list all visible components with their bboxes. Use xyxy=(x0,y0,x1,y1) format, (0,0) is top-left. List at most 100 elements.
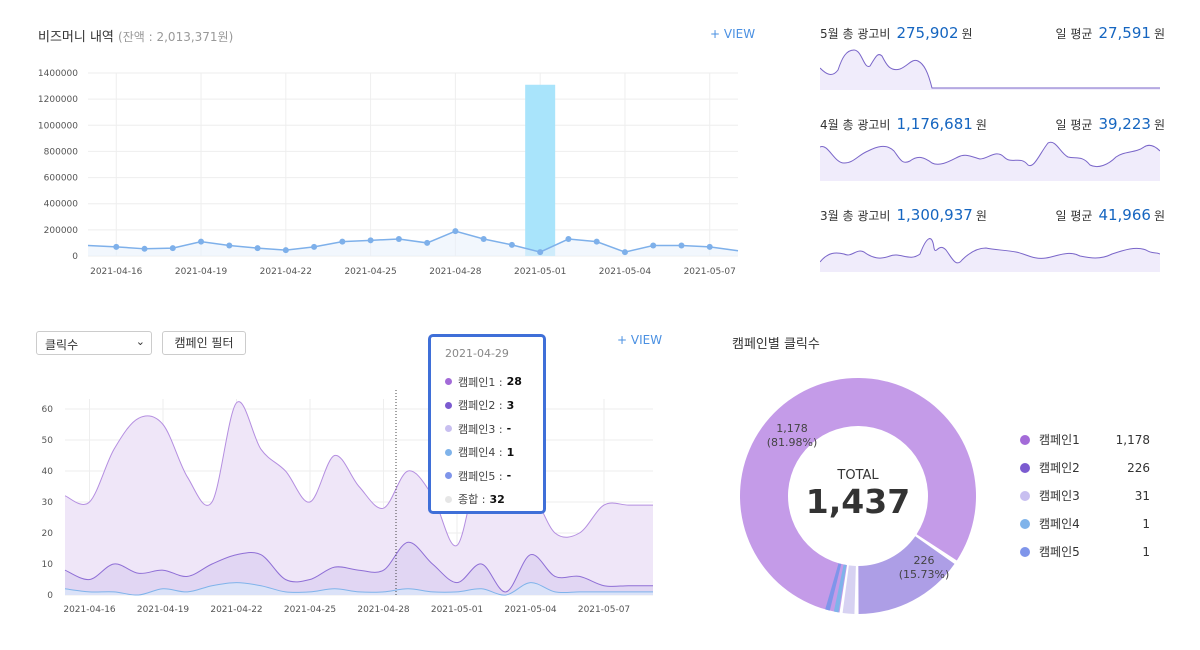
data-point xyxy=(141,245,148,252)
bizmoney-chart: 0 200000 400000 600000 800000 1000000 1200000 1… xyxy=(38,69,739,277)
donut-slice xyxy=(825,563,842,611)
bizmoney-title-text: 비즈머니 내역 xyxy=(38,30,114,45)
y-tick-label: 200000 xyxy=(44,226,79,236)
sparkline-may-area xyxy=(820,50,1160,90)
donut-label-campaign1: 1,178 (81.98%) xyxy=(760,422,824,450)
tooltip-series-name: 캠페인1 : xyxy=(458,375,503,389)
sparkline-april-line xyxy=(820,141,1160,168)
month-unit: 원 xyxy=(975,118,987,132)
y-tick-label: 10 xyxy=(42,560,54,570)
y-tick-label: 1200000 xyxy=(38,95,78,105)
tooltip-series-value: - xyxy=(506,469,512,483)
x-tick-label: 2021-05-07 xyxy=(684,267,736,277)
campaign-filter-button[interactable]: 캠페인 필터 xyxy=(162,331,246,355)
tooltip-dot-icon xyxy=(445,472,452,480)
tooltip-dot-icon xyxy=(445,401,452,409)
donut-slice xyxy=(858,536,955,614)
tooltip-series-value: 3 xyxy=(506,398,515,412)
data-point xyxy=(706,243,713,250)
data-point xyxy=(480,236,487,243)
clicks-view-link[interactable]: + VIEW xyxy=(617,333,663,347)
x-tick-label: 2021-05-07 xyxy=(578,605,630,615)
x-tick-label: 2021-04-22 xyxy=(260,267,312,277)
donut-slice xyxy=(740,378,976,613)
legend-item: 캠페인5 1 xyxy=(1020,543,1150,560)
tooltip-row: 캠페인4 :1 xyxy=(445,441,529,465)
legend-item: 캠페인3 31 xyxy=(1020,487,1150,504)
series-line xyxy=(87,230,739,253)
avg-label: 일 평균 xyxy=(1055,209,1093,223)
bizmoney-balance: (잔액 : 2,013,371원) xyxy=(118,30,234,44)
donut-label2-pct: (15.73%) xyxy=(898,568,950,581)
y-tick-label: 1400000 xyxy=(38,69,78,79)
y-tick-label: 400000 xyxy=(44,200,79,210)
chevron-down-icon: ⌄ xyxy=(135,335,145,348)
data-point xyxy=(113,243,120,250)
month-summary-1: 4월 총 광고비 1,176,681 원 일 평균 39,223 원 xyxy=(820,115,1165,133)
sparkline-april-area xyxy=(820,142,1160,181)
area-series-line xyxy=(64,582,653,596)
donut-slice xyxy=(833,564,847,613)
legend-item: 캠페인4 1 xyxy=(1020,515,1150,532)
tooltip-row: 캠페인3 :- xyxy=(445,417,529,441)
area-series-fill xyxy=(65,401,653,595)
month-total: 1,300,937 xyxy=(896,206,973,224)
metric-select[interactable]: 클릭수 ⌄ xyxy=(36,331,152,355)
donut-slice xyxy=(842,565,856,614)
tooltip-row: 캠페인2 :3 xyxy=(445,394,529,418)
legend-value: 1,178 xyxy=(1115,432,1150,447)
legend-name: 캠페인3 xyxy=(1039,489,1080,503)
x-tick-label: 2021-05-04 xyxy=(504,605,557,615)
bizmoney-view-link[interactable]: + VIEW xyxy=(710,27,756,41)
donut-label-campaign2: 226 (15.73%) xyxy=(892,554,956,582)
y-tick-label: 50 xyxy=(42,436,54,446)
area-series-line xyxy=(64,541,653,593)
legend-name: 캠페인5 xyxy=(1039,545,1080,559)
month-unit: 원 xyxy=(975,209,987,223)
y-tick-label: 40 xyxy=(42,467,54,477)
month-label: 4월 총 광고비 xyxy=(820,118,891,132)
tooltip-series-name: 캠페인3 : xyxy=(458,422,503,436)
data-point xyxy=(508,241,515,248)
legend-name: 캠페인1 xyxy=(1039,433,1080,447)
y-tick-label: 600000 xyxy=(44,174,79,184)
data-point xyxy=(452,228,459,235)
data-point xyxy=(339,238,346,245)
month-summary-2: 3월 총 광고비 1,300,937 원 일 평균 41,966 원 xyxy=(820,206,1165,224)
bizmoney-title: 비즈머니 내역 (잔액 : 2,013,371원) xyxy=(38,26,233,45)
sparkline-march xyxy=(820,238,1160,272)
legend-value: 1 xyxy=(1142,544,1150,559)
legend-dot-icon xyxy=(1020,434,1030,445)
data-point xyxy=(650,242,657,249)
month-label: 3월 총 광고비 xyxy=(820,209,891,223)
tooltip-row: 종합 :32 xyxy=(445,488,529,512)
month-unit: 원 xyxy=(961,27,973,41)
x-tick-label: 2021-05-01 xyxy=(514,267,566,277)
sparkline-march-line xyxy=(820,238,1160,264)
x-tick-label: 2021-04-25 xyxy=(344,267,396,277)
legend-value: 226 xyxy=(1127,460,1150,475)
tooltip-dot-icon xyxy=(445,378,452,386)
x-tick-label: 2021-05-04 xyxy=(599,267,652,277)
bar-mark xyxy=(525,84,556,256)
data-point xyxy=(311,243,318,250)
avg-unit: 원 xyxy=(1153,118,1165,132)
y-tick-label: 0 xyxy=(47,591,53,601)
tooltip-row: 캠페인1 :28 xyxy=(445,370,529,394)
sparkline-may-line xyxy=(820,49,1160,89)
tooltip-series-value: - xyxy=(506,422,512,436)
donut-label1-value: 1,178 xyxy=(776,422,808,435)
x-tick-label: 2021-05-01 xyxy=(431,605,483,615)
tooltip-series-value: 32 xyxy=(489,492,505,506)
data-point xyxy=(678,242,685,249)
data-point xyxy=(367,237,374,244)
data-point xyxy=(621,249,628,256)
data-point xyxy=(169,245,176,252)
legend-name: 캠페인4 xyxy=(1039,517,1080,531)
tooltip-dot-icon xyxy=(445,425,452,433)
donut-total-label: TOTAL xyxy=(837,468,879,483)
y-tick-label: 60 xyxy=(42,405,54,415)
line-area xyxy=(88,231,738,256)
avg-label: 일 평균 xyxy=(1055,118,1093,132)
legend-dot-icon xyxy=(1020,462,1030,473)
